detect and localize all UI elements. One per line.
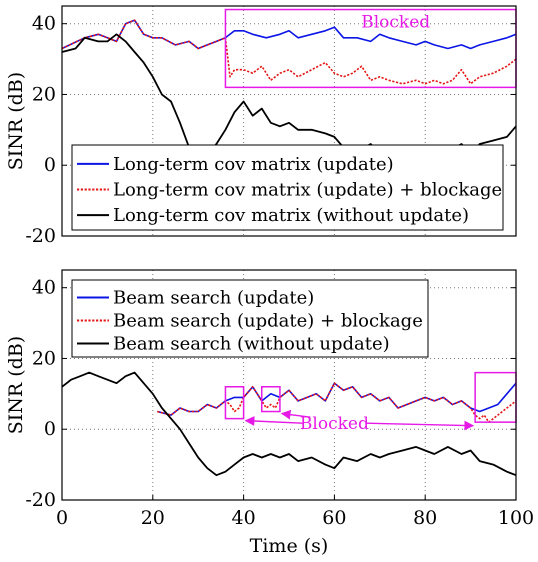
- annotation-blocked: Blocked: [300, 414, 369, 434]
- axes-frame: [61, 5, 517, 237]
- legend-label-3: Beam search (without update): [113, 334, 390, 355]
- series-line-2: [157, 382, 517, 424]
- y-axis-label: SINR (dB): [5, 72, 27, 170]
- blocked-region-box: [474, 371, 517, 423]
- series-line-2: [61, 19, 517, 85]
- annotation-arrow: [244, 416, 303, 426]
- y-tick-label: -20: [25, 489, 56, 511]
- x-tick-label: 20: [141, 507, 165, 529]
- annotation-background: [302, 414, 367, 435]
- x-tick-label: 80: [413, 507, 437, 529]
- legend-box: [71, 144, 504, 231]
- x-tick-label: 0: [56, 507, 68, 529]
- legend-label-2: Beam search (update) + blockage: [113, 311, 423, 332]
- annotation-arrow: [366, 420, 475, 431]
- legend-label-2: Long-term cov matrix (update) + blockage: [113, 180, 502, 201]
- y-axis-label: SINR (dB): [5, 336, 27, 434]
- y-tick-label: -20: [25, 225, 56, 247]
- legend-label-1: Beam search (update): [113, 288, 314, 309]
- x-tick-label: 40: [232, 507, 256, 529]
- chart-panel-1: -20 0 20 40 Blocked Long-term cov matrix (upd…: [5, 5, 517, 247]
- x-tick-label: 60: [322, 507, 346, 529]
- x-axis-label: Time (s): [250, 535, 329, 557]
- blocked-region-box: [224, 386, 245, 420]
- x-tick-label: 100: [498, 507, 534, 529]
- y-tick-label: 20: [32, 347, 56, 369]
- y-tick-label: 20: [32, 83, 56, 105]
- series-line-1: [157, 382, 517, 416]
- legend-box: [71, 279, 429, 358]
- y-tick-label: 0: [44, 154, 56, 176]
- y-tick-label: 0: [44, 418, 56, 440]
- axes-frame: [61, 269, 517, 501]
- legend-label-1: Long-term cov matrix (update): [113, 154, 394, 175]
- y-tick-label: 40: [32, 277, 56, 299]
- annotation-blocked: Blocked: [361, 13, 430, 33]
- series-line-3: [61, 371, 517, 477]
- blocked-region-box: [261, 386, 281, 413]
- y-tick-label: 40: [32, 13, 56, 35]
- legend-label-3: Long-term cov matrix (without update): [113, 205, 469, 226]
- series-line-1: [61, 19, 517, 50]
- annotation-arrow: [280, 409, 311, 420]
